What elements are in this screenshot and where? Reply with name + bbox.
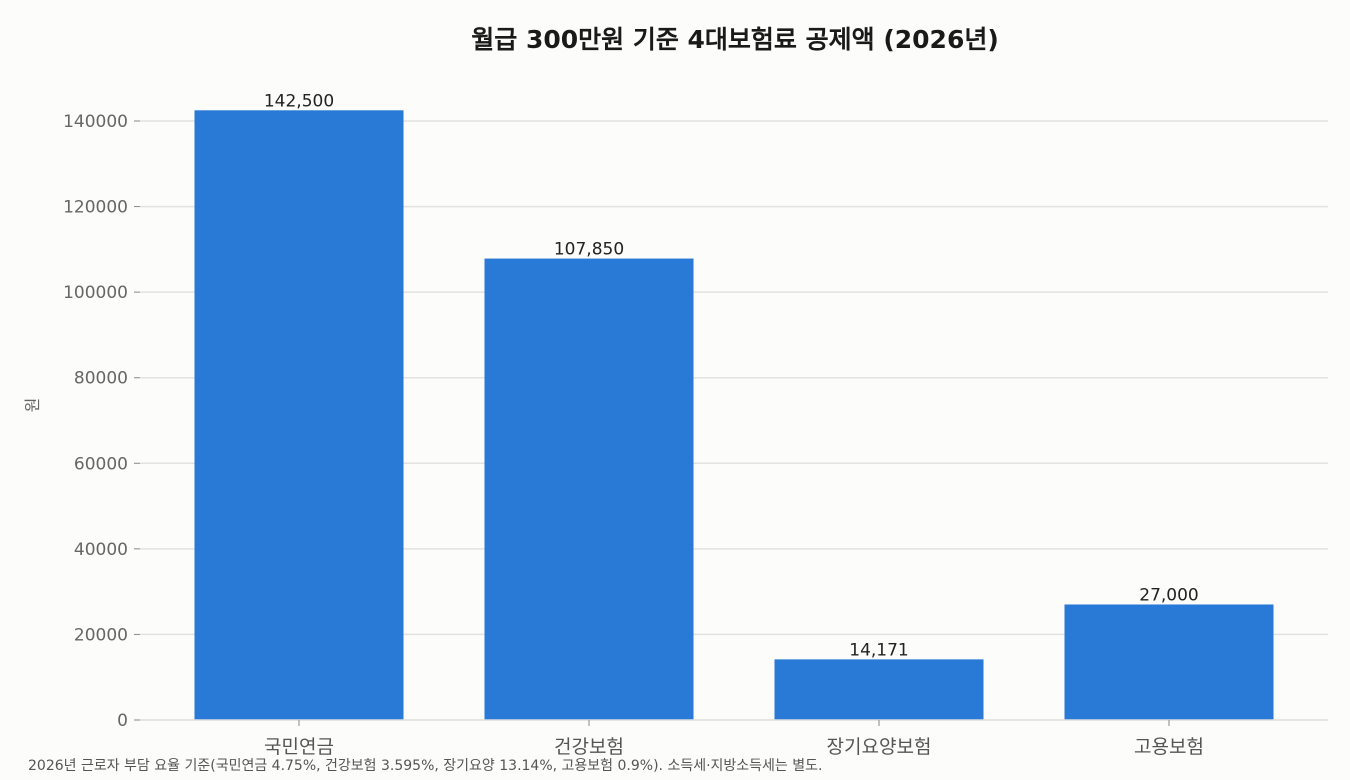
bar-value-label: 142,500: [264, 91, 334, 111]
data-labels: 142,500 107,850 14,171 27,000: [264, 91, 1199, 660]
bars: [194, 110, 1274, 720]
bar: [484, 258, 694, 720]
x-tick-label: 건강보험: [554, 736, 624, 758]
y-tick-label: 0: [117, 711, 128, 731]
footnote: 2026년 근로자 부담 요율 기준(국민연금 4.75%, 건강보험 3.59…: [28, 758, 823, 774]
bar: [1064, 604, 1274, 720]
bar: [194, 110, 404, 720]
y-tick-label: 60000: [74, 454, 128, 474]
x-tick-label: 고용보험: [1134, 736, 1204, 758]
y-axis-label: 원: [23, 398, 42, 413]
y-tick-label: 140000: [63, 112, 128, 132]
bar-value-label: 27,000: [1139, 585, 1198, 605]
y-tick-label: 100000: [63, 283, 128, 303]
y-tick-label: 120000: [63, 198, 128, 218]
x-tick-label: 국민연금: [264, 736, 334, 758]
y-tick-label: 20000: [74, 625, 128, 645]
chart-title: 월급 300만원 기준 4대보험료 공제액 (2026년): [471, 25, 999, 54]
bar-value-label: 107,850: [554, 240, 624, 260]
x-axis-ticks: 국민연금 건강보험 장기요양보험 고용보험: [264, 720, 1204, 758]
bar: [774, 659, 984, 720]
y-tick-label: 40000: [74, 540, 128, 560]
x-tick-label: 장기요양보험: [827, 736, 932, 758]
y-tick-label: 80000: [74, 369, 128, 389]
y-axis-ticks: 0 20000 40000 60000 80000 100000 120000 140000: [63, 112, 140, 731]
bar-value-label: 14,171: [849, 640, 908, 660]
